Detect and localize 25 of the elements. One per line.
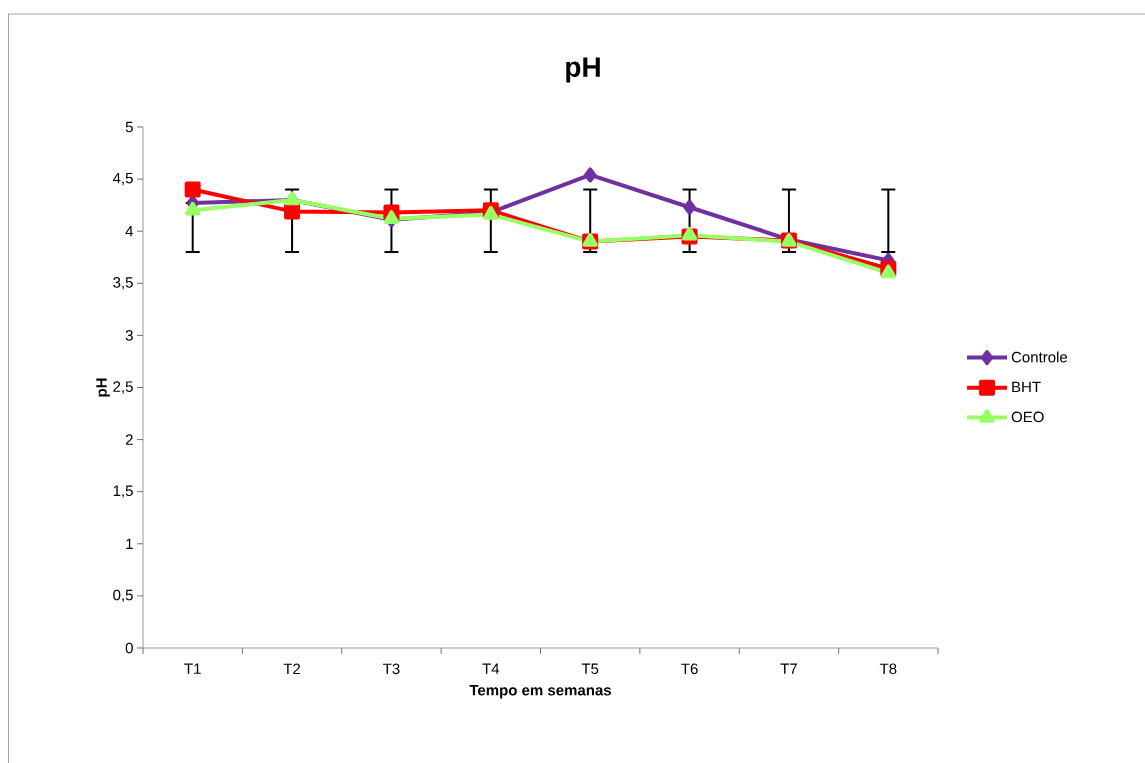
x-tick-label: T3 [383,663,400,675]
y-tick-label: 0 [125,642,133,654]
y-tick-label: 5 [125,121,133,133]
y-tick-label: 1,5 [113,485,133,498]
y-tick-label: 2,5 [113,381,133,394]
legend-label: OEO [1011,411,1044,423]
legend-label: Controle [1011,351,1068,363]
y-tick-label: 0,5 [113,589,133,603]
y-tick-label: 4 [125,226,134,237]
x-tick-label: T5 [581,663,599,674]
y-tick-label: 3,5 [113,277,133,290]
x-axis-title: Tempo em semanas [469,685,611,699]
legend-label: BHT [1012,381,1041,393]
x-tick-label: T8 [879,663,897,675]
x-tick-label: T7 [780,663,797,674]
x-tick-label: T6 [681,663,698,675]
y-tick-label: 1 [126,538,133,549]
x-tick-label: T2 [283,663,301,675]
y-tick-label: 4,5 [112,172,133,186]
y-axis-title: pH [96,378,110,397]
y-tick-label: 2 [125,434,133,445]
chart-title: pH [566,57,600,83]
x-tick-label: T1 [184,663,201,674]
y-tick-label: 3 [125,330,133,341]
x-tick-label: T4 [482,663,500,674]
